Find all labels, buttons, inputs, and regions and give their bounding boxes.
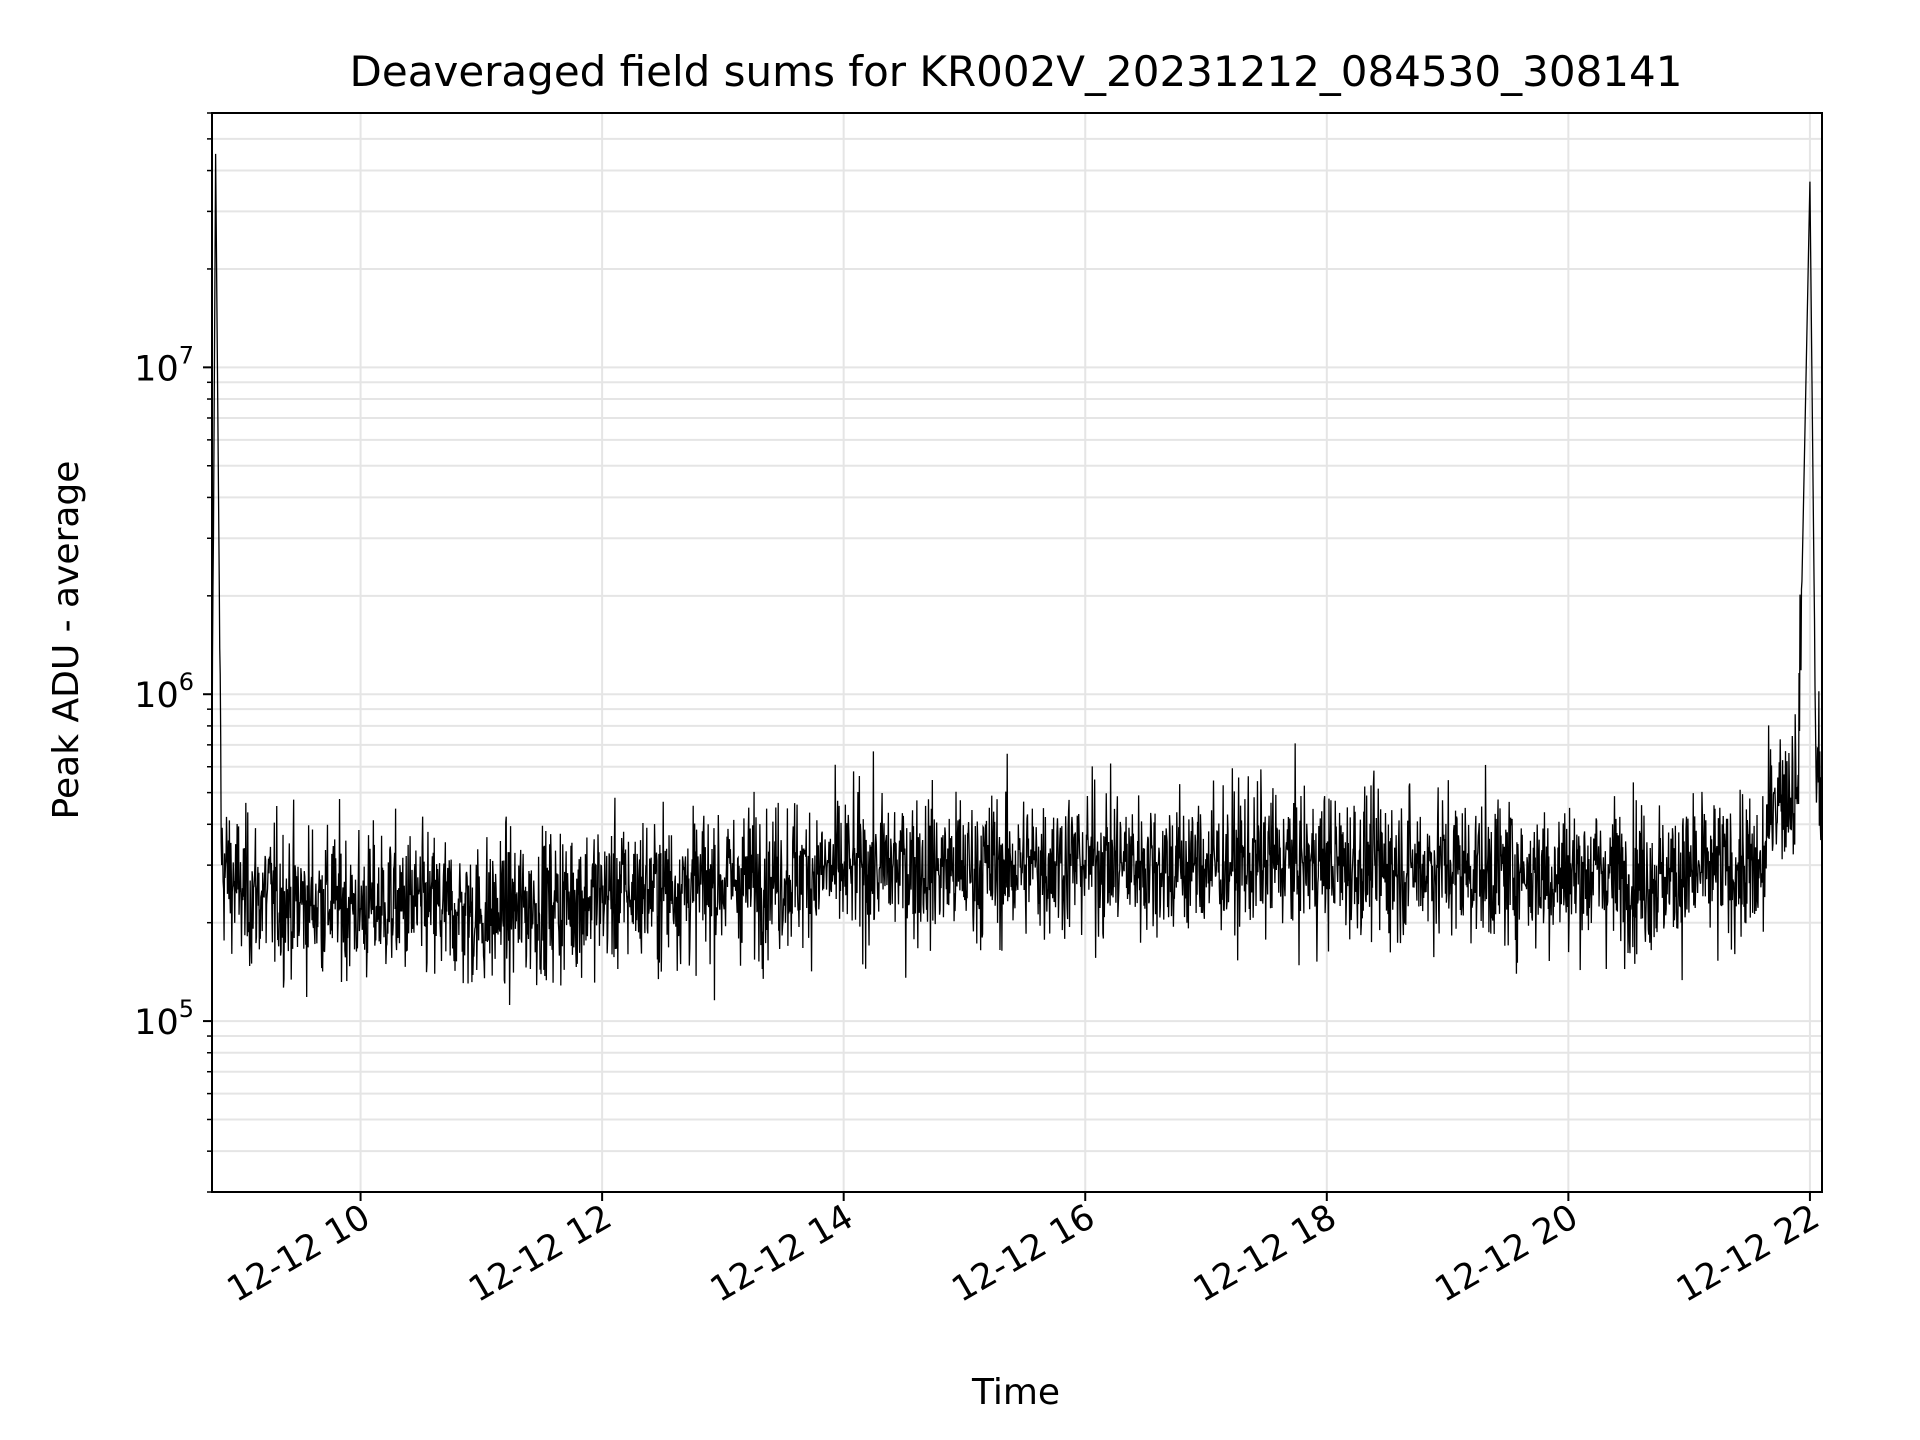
chart-title: Deaveraged field sums for KR002V_2023121… (350, 47, 1683, 96)
y-tick-label: 107 (134, 341, 194, 389)
y-tick-label: 105 (134, 995, 194, 1043)
grid-lines (212, 112, 1822, 1193)
x-axis-label: Time (971, 1372, 1060, 1413)
series-line (211, 153, 1823, 1005)
y-tick-label: 106 (134, 668, 194, 716)
y-axis-label: Peak ADU - average (46, 461, 87, 820)
series-line-group (211, 153, 1823, 1005)
plot-frame (211, 112, 1823, 1193)
